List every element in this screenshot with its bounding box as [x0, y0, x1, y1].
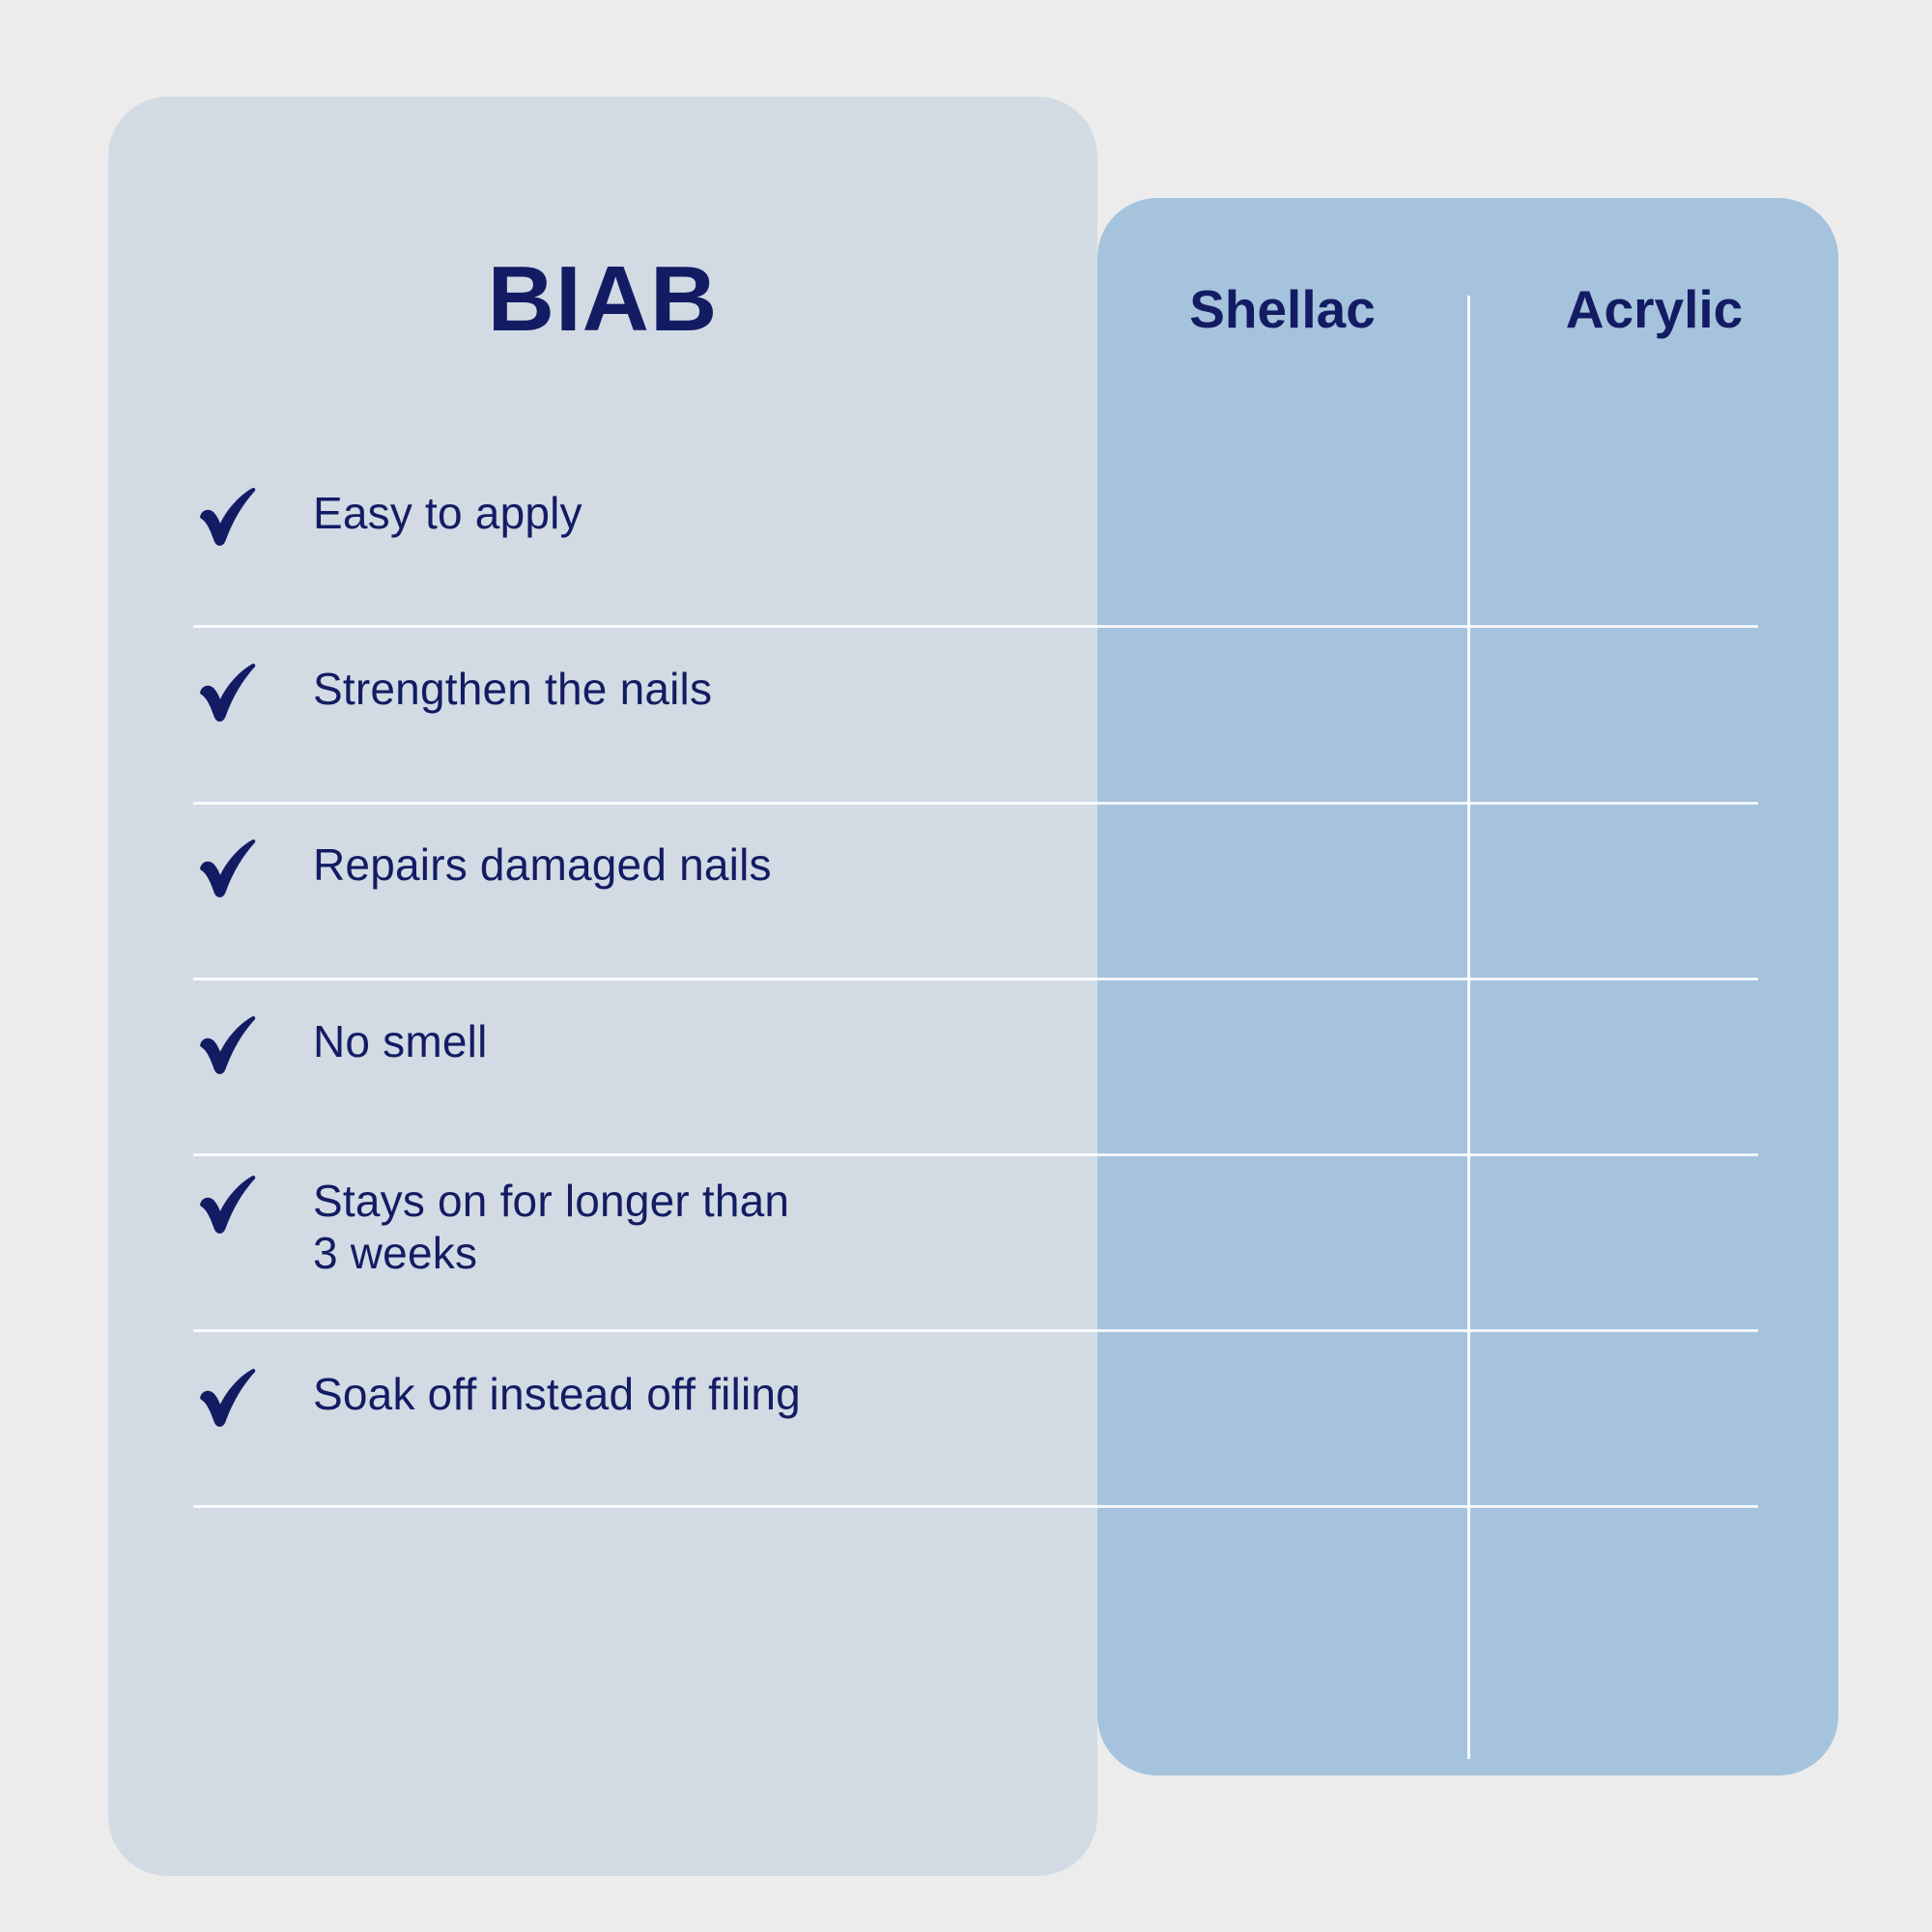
feature-label: No smell [313, 1016, 488, 1066]
feature-cell: No smell [193, 1011, 488, 1085]
feature-cell: Easy to apply [193, 483, 582, 556]
check-icon [193, 835, 267, 908]
feature-cell: Soak off instead off filing [193, 1364, 801, 1437]
feature-label: Strengthen the nails [313, 664, 713, 714]
feature-cell: Repairs damaged nails [193, 835, 772, 908]
feature-label: Easy to apply [313, 488, 582, 538]
feature-label: Soak off instead off filing [313, 1369, 801, 1419]
row-separator-line [193, 1153, 1758, 1156]
row-separator [193, 1505, 1758, 1508]
column-divider [1467, 296, 1470, 1759]
feature-label: Stays on for longer than 3 weeks [313, 1176, 790, 1279]
row-separator-line [193, 1329, 1758, 1332]
row-separator [193, 1329, 1758, 1332]
column-header-acrylic: Acrylic [1565, 279, 1744, 339]
biab-panel [108, 97, 1097, 1876]
row-separator [193, 978, 1758, 980]
feature-cell: Stays on for longer than 3 weeks [193, 1171, 789, 1280]
check-icon [193, 1364, 267, 1437]
check-icon [193, 1011, 267, 1085]
row-separator [193, 1153, 1758, 1156]
check-icon [193, 483, 267, 556]
row-separator-line [193, 978, 1758, 980]
row-separator-line [193, 802, 1758, 805]
row-separator [193, 802, 1758, 805]
page-title: BIAB [487, 247, 719, 351]
row-separator-line [193, 1505, 1758, 1508]
row-separator-line [193, 625, 1758, 628]
column-header-shellac: Shellac [1189, 279, 1376, 339]
feature-cell: Strengthen the nails [193, 659, 712, 732]
check-icon [193, 659, 267, 732]
feature-label: Repairs damaged nails [313, 839, 772, 890]
check-icon [193, 1171, 267, 1244]
row-separator [193, 625, 1758, 628]
